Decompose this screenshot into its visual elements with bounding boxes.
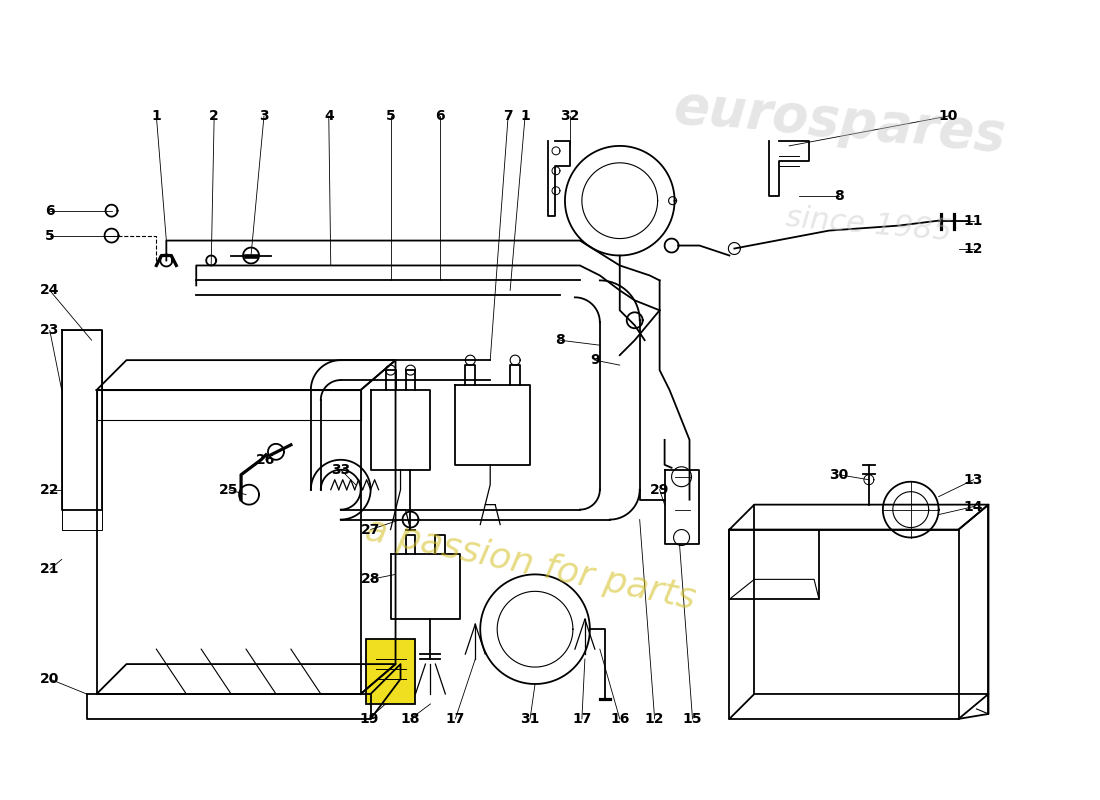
Text: 2: 2 [209,109,219,123]
Text: 23: 23 [40,323,59,338]
Text: 12: 12 [645,712,664,726]
Text: since 1985: since 1985 [784,203,953,246]
Text: 12: 12 [964,242,983,255]
Text: 26: 26 [256,453,276,466]
Text: 22: 22 [40,482,59,497]
Text: 18: 18 [400,712,420,726]
Text: 1: 1 [520,109,530,123]
Text: 24: 24 [40,283,59,298]
Text: 33: 33 [331,462,351,477]
Text: 27: 27 [361,522,381,537]
FancyBboxPatch shape [365,639,416,704]
Text: 5: 5 [386,109,395,123]
Text: 3: 3 [260,109,268,123]
Text: 31: 31 [520,712,540,726]
Text: 11: 11 [964,214,983,228]
Text: 17: 17 [572,712,592,726]
Text: 29: 29 [650,482,669,497]
Text: 7: 7 [504,109,513,123]
Text: 1: 1 [152,109,162,123]
Text: eurospares: eurospares [671,81,1008,162]
Text: a passion for parts: a passion for parts [362,513,698,616]
Text: 28: 28 [361,572,381,586]
Text: 16: 16 [610,712,629,726]
Text: 8: 8 [556,334,564,347]
Text: 13: 13 [964,473,983,486]
Text: 21: 21 [40,562,59,577]
Text: 17: 17 [446,712,465,726]
Text: 15: 15 [683,712,702,726]
Text: 19: 19 [359,712,378,726]
Text: 4: 4 [323,109,333,123]
Text: 5: 5 [45,229,55,242]
Text: 10: 10 [939,109,958,123]
Text: 8: 8 [834,189,844,202]
Text: 32: 32 [560,109,580,123]
Text: 14: 14 [964,500,983,514]
Text: 25: 25 [219,482,239,497]
Text: 9: 9 [590,353,600,367]
Text: 20: 20 [40,672,59,686]
Text: 6: 6 [436,109,446,123]
Text: 6: 6 [45,204,55,218]
Text: 30: 30 [829,468,848,482]
